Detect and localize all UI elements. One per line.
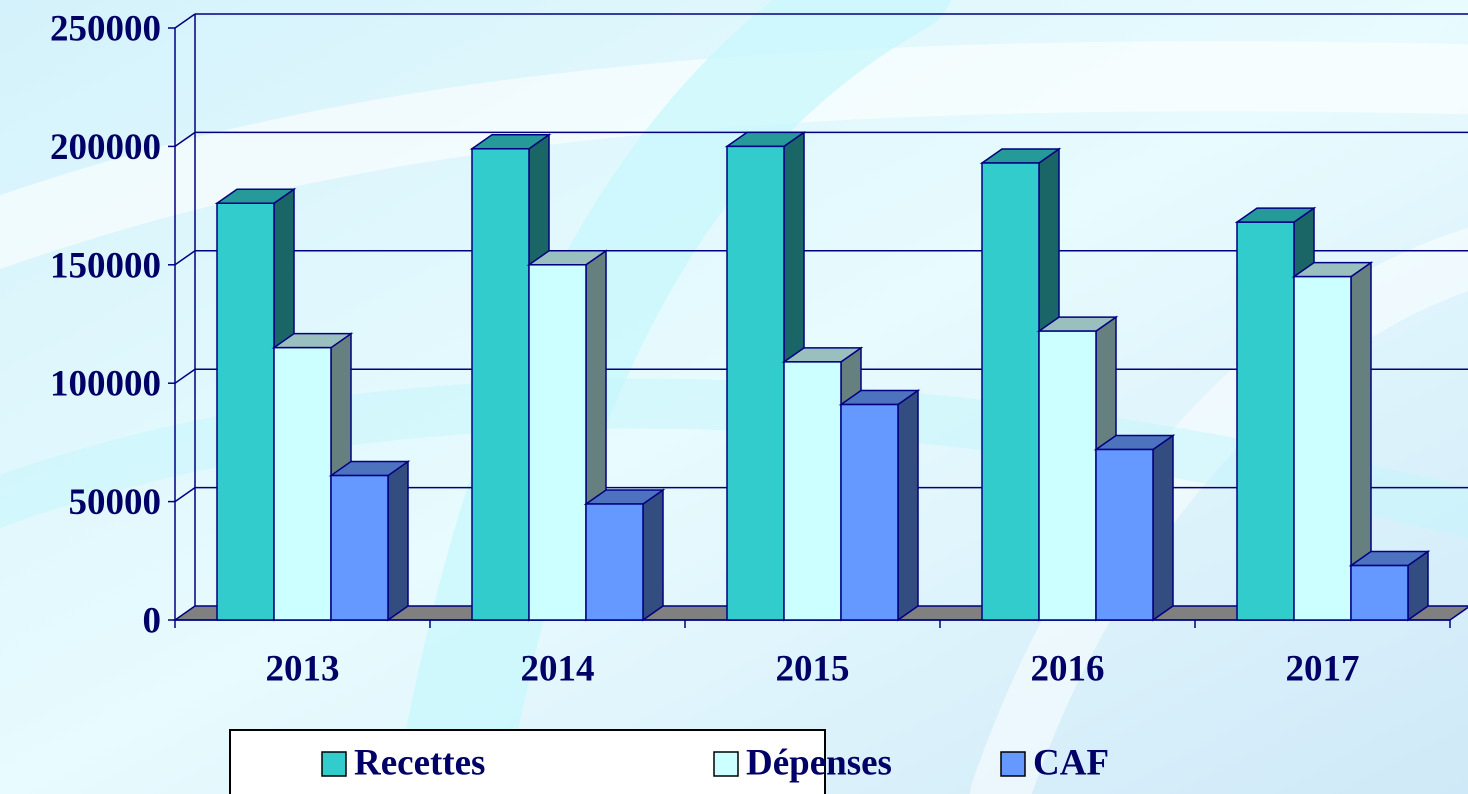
grid-line-side [174, 368, 196, 384]
bar-front [783, 361, 842, 621]
bar [1291, 261, 1374, 622]
bar [583, 488, 666, 622]
bar-front [726, 145, 785, 621]
bar-side [1152, 434, 1174, 622]
bar-front [1350, 564, 1409, 621]
legend-swatch [1000, 751, 1026, 777]
bar-front [585, 503, 644, 621]
bar [1348, 550, 1431, 622]
grid-line-side [174, 131, 196, 148]
bar [328, 460, 411, 622]
bar-front [1095, 448, 1154, 621]
bar-front [1236, 221, 1295, 621]
legend-label: Recettes [354, 742, 485, 783]
legend-swatch [713, 751, 739, 777]
y-tick-label: 150000 [50, 245, 161, 286]
bar-side [387, 460, 409, 622]
bar-front [471, 148, 530, 621]
bar-front [528, 264, 587, 621]
bar-front [273, 346, 332, 621]
y-tick-label: 0 [143, 600, 162, 641]
bar-front [1038, 330, 1097, 621]
y-tick-label: 100000 [50, 364, 161, 405]
grid-line-side [174, 250, 196, 266]
x-tick-label: 2014 [521, 648, 595, 689]
legend-label: CAF [1033, 742, 1109, 783]
y-tick-label: 200000 [50, 127, 161, 168]
bar-side [897, 389, 919, 622]
bar [526, 249, 609, 622]
x-tick-label: 2015 [776, 648, 850, 689]
bar [1093, 434, 1176, 622]
y-tick-label: 250000 [50, 8, 161, 49]
plot: 0 50000 100000 150000 200000 250000 2013 2014 20… [50, 8, 1468, 689]
grid-line-side [174, 486, 196, 503]
bar-front [330, 474, 389, 621]
bar-front [1293, 275, 1352, 621]
bar-front [981, 162, 1040, 621]
x-tick-label: 2016 [1031, 648, 1105, 689]
bar-front [840, 403, 899, 621]
x-tick-label: 2017 [1286, 648, 1360, 689]
bar [838, 389, 921, 622]
x-tick-label: 2013 [266, 648, 340, 689]
legend-label: Dépenses [746, 742, 892, 783]
grid-line-side [174, 13, 196, 29]
bar-front [216, 202, 275, 621]
bar-side [642, 488, 664, 622]
y-tick-label: 50000 [69, 482, 162, 523]
legend-swatch [321, 751, 347, 777]
